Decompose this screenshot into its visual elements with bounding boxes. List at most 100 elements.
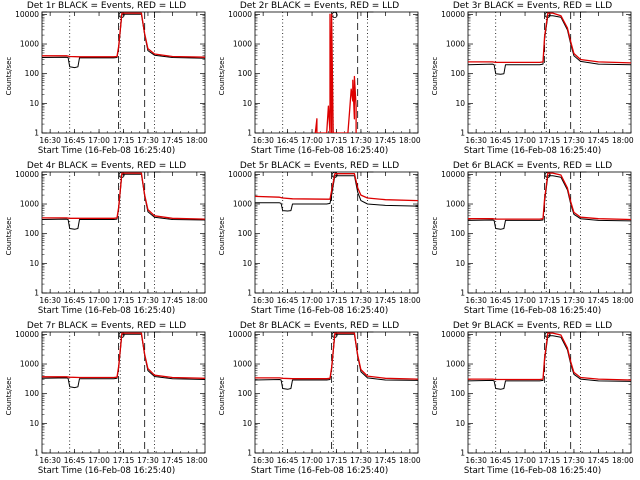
chart-panel: Det 3r BLACK = Events, RED = LLD Counts/…	[426, 0, 639, 160]
y-tick-label: 1	[460, 289, 465, 298]
chart-title: Det 6r BLACK = Events, RED = LLD	[452, 161, 613, 171]
x-axis-label: Start Time (16-Feb-08 16:25:40)	[250, 146, 389, 156]
x-tick-label: 17:30	[563, 296, 585, 305]
x-tick-label: 17:45	[162, 456, 184, 465]
y-tick-label: 10000	[228, 170, 252, 179]
x-tick-label: 17:15	[113, 296, 135, 305]
x-tick-label: 17:00	[301, 456, 323, 465]
x-tick-label: 17:15	[113, 456, 135, 465]
y-tick-label: 1	[460, 449, 465, 458]
y-tick-label: 10000	[228, 330, 252, 339]
y-tick-label: 100	[238, 229, 253, 238]
chart-title: Det 8r BLACK = Events, RED = LLD	[239, 321, 400, 331]
y-tick-label: 100	[25, 69, 40, 78]
plot-frame	[41, 171, 206, 294]
plot-area: 16:30 16:45 17:00 17:15 17:30 17:45 18:00 1 10 10…	[441, 10, 634, 145]
series-line-lld	[255, 173, 418, 202]
x-tick-label: 16:45	[490, 296, 512, 305]
x-tick-label: 16:45	[64, 136, 86, 145]
x-tick-label: 17:15	[539, 136, 561, 145]
corner-marker	[254, 331, 260, 338]
x-tick-label: 16:30	[39, 296, 61, 305]
x-tick-label: 18:00	[612, 296, 634, 305]
x-tick-label: 17:45	[588, 456, 610, 465]
x-tick-label: 17:15	[326, 136, 348, 145]
chart-panel: Det 9r BLACK = Events, RED = LLD Counts/…	[426, 320, 639, 480]
y-tick-label: 1000	[446, 40, 465, 49]
y-tick-label: 1000	[446, 200, 465, 209]
x-tick-label: 17:00	[88, 136, 110, 145]
end-marker	[580, 331, 587, 338]
x-tick-label: 17:00	[514, 136, 536, 145]
x-tick-label: 17:30	[350, 456, 372, 465]
x-tick-label: 17:15	[326, 296, 348, 305]
chart-panel: Det 7r BLACK = Events, RED = LLD Counts/…	[0, 320, 213, 480]
x-axis-label: Start Time (16-Feb-08 16:25:40)	[37, 466, 176, 476]
corner-marker	[467, 331, 473, 338]
chart-title: Det 7r BLACK = Events, RED = LLD	[26, 321, 187, 331]
x-tick-label: 16:45	[490, 136, 512, 145]
y-tick-label: 1	[34, 289, 39, 298]
chart-panel: Det 6r BLACK = Events, RED = LLD Counts/…	[426, 160, 639, 320]
x-axis-label: Start Time (16-Feb-08 16:25:40)	[37, 306, 176, 316]
series-line-lld	[255, 332, 418, 380]
y-tick-label: 10000	[441, 10, 465, 19]
x-tick-label: 17:00	[301, 296, 323, 305]
x-tick-label: 16:30	[252, 456, 274, 465]
series-line-events	[255, 175, 418, 212]
series-line-events	[42, 173, 205, 230]
chart-title: Det 2r BLACK = Events, RED = LLD	[239, 1, 400, 11]
y-tick-label: 100	[451, 229, 466, 238]
x-tick-label: 17:00	[88, 296, 110, 305]
x-tick-label: 16:30	[465, 296, 487, 305]
y-tick-label: 1	[34, 129, 39, 138]
plot-area: 16:30 16:45 17:00 17:15 17:30 17:45 18:00 1 10 10…	[228, 170, 421, 305]
series-line-events	[468, 15, 631, 75]
chart-panel: Det 5r BLACK = Events, RED = LLD Counts/…	[213, 160, 426, 320]
series-line-lld	[42, 332, 205, 379]
plot-frame	[254, 171, 419, 294]
y-tick-label: 100	[238, 389, 253, 398]
end-marker	[580, 11, 587, 18]
end-marker	[367, 171, 374, 178]
corner-marker	[254, 171, 260, 178]
x-tick-label: 17:30	[137, 136, 159, 145]
y-tick-label: 10	[242, 419, 252, 428]
chart-title: Det 4r BLACK = Events, RED = LLD	[26, 161, 187, 171]
y-tick-label: 100	[25, 389, 40, 398]
y-tick-label: 100	[451, 69, 466, 78]
x-axis-label: Start Time (16-Feb-08 16:25:40)	[463, 146, 602, 156]
y-tick-label: 10	[242, 259, 252, 268]
x-tick-label: 17:00	[88, 456, 110, 465]
y-tick-label: 10	[29, 99, 39, 108]
plot-area: 16:30 16:45 17:00 17:15 17:30 17:45 18:00 1 10 10…	[15, 170, 208, 305]
y-tick-label: 10000	[441, 330, 465, 339]
plot-frame	[467, 331, 632, 454]
x-tick-label: 17:45	[375, 296, 397, 305]
plot-area: 16:30 16:45 17:00 17:15 17:30 17:45 18:00 1 10 10…	[441, 170, 634, 305]
y-tick-label: 1000	[233, 360, 252, 369]
y-tick-label: 10	[29, 419, 39, 428]
x-tick-label: 18:00	[612, 456, 634, 465]
x-tick-label: 16:30	[465, 456, 487, 465]
y-tick-label: 100	[238, 69, 253, 78]
x-tick-label: 16:30	[252, 136, 274, 145]
series-line-events	[468, 335, 631, 390]
series-line-lld	[468, 172, 631, 221]
plot-frame	[41, 11, 206, 134]
plot-area: 16:30 16:45 17:00 17:15 17:30 17:45 18:00 1 10 10…	[15, 10, 208, 145]
x-tick-label: 17:15	[539, 456, 561, 465]
x-tick-label: 17:45	[375, 456, 397, 465]
series-line-lld	[42, 172, 205, 220]
y-tick-label: 10	[242, 99, 252, 108]
series-line-lld	[314, 13, 357, 133]
corner-marker	[41, 11, 47, 18]
x-tick-label: 17:15	[326, 456, 348, 465]
corner-marker	[41, 331, 47, 338]
y-tick-label: 1000	[20, 200, 39, 209]
plot-area: 16:30 16:45 17:00 17:15 17:30 17:45 18:00 1 10 10…	[15, 330, 208, 465]
x-tick-label: 16:45	[277, 136, 299, 145]
x-tick-label: 17:15	[539, 296, 561, 305]
chart-panel: Det 8r BLACK = Events, RED = LLD Counts/…	[213, 320, 426, 480]
